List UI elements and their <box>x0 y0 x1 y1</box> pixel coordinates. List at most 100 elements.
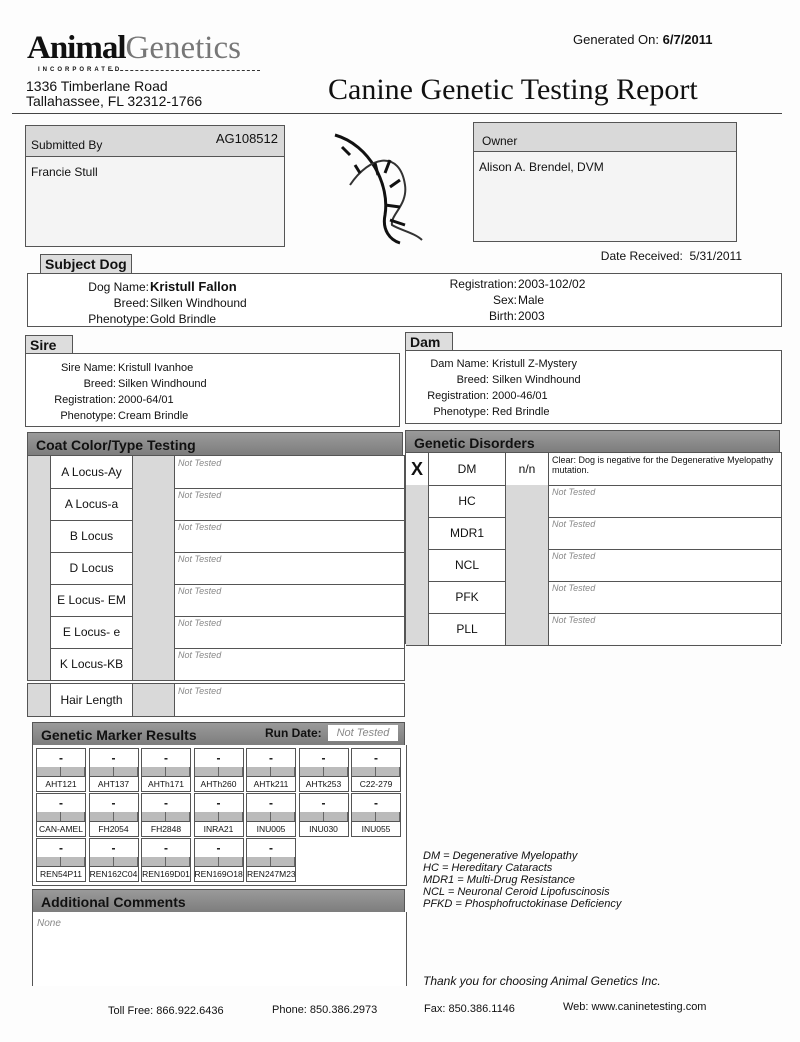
coat-test-row: E Locus- e Not Tested <box>28 616 404 649</box>
coat-test-row: K Locus-KB Not Tested <box>28 648 404 681</box>
disorder-row: MDR1 Not Tested <box>406 517 781 550</box>
marker-name: INU030 <box>299 821 348 836</box>
legend-item: MDR1 = Multi-Drug Resistance <box>423 874 575 886</box>
result-cell <box>133 456 175 488</box>
disorder-note: Clear: Dog is negative for the Degenerat… <box>552 455 774 475</box>
checkbox-cell <box>28 456 51 488</box>
coat-test-row: A Locus-a Not Tested <box>28 488 404 521</box>
marker-name: FH2848 <box>142 821 190 836</box>
marker-value: - <box>216 796 221 810</box>
disorder-note: Not Tested <box>552 615 596 625</box>
allele-bars <box>89 767 138 776</box>
submitted-by-label: Submitted By <box>31 138 103 152</box>
owner-name: Alison A. Brendel, DVM <box>479 160 604 174</box>
disorder-note: Not Tested <box>552 519 596 529</box>
allele-bars <box>37 857 85 866</box>
coat-test-row: B Locus Not Tested <box>28 520 404 553</box>
footer-tollfree: Toll Free: 866.922.6436 <box>108 1005 224 1017</box>
subject-right-values: 2003-102/02 Male 2003 <box>518 276 585 324</box>
marker-name: REN169D01 <box>142 866 190 881</box>
footer-phone: Phone: 850.386.2973 <box>272 1004 378 1016</box>
marker-name: REN169O18 <box>194 866 243 881</box>
subject-left-values: Kristull Fallon Silken Windhound Gold Brin… <box>150 279 247 327</box>
checkbox-cell <box>28 552 51 584</box>
disorder-row: PLL Not Tested <box>406 613 781 646</box>
marker-value: - <box>269 796 273 810</box>
test-note: Not Tested <box>178 458 222 468</box>
marker-value: - <box>164 841 168 855</box>
subject-right-labels: Registration: Sex: Birth: <box>449 277 517 323</box>
additional-comments-box: None <box>32 912 407 986</box>
coat-testing-table: A Locus-Ay Not Tested A Locus-a Not Test… <box>27 455 405 681</box>
allele-bars <box>37 767 85 776</box>
marker-cell: - AHTk253 <box>298 748 349 792</box>
legend-item: NCL = Neuronal Ceroid Lipofuscinosis <box>423 886 610 898</box>
disorder-row: X DM n/n Clear: Dog is negative for the … <box>406 453 781 486</box>
disorder-row: HC Not Tested <box>406 485 781 518</box>
dog-phenotype: Gold Brindle <box>150 312 217 326</box>
test-label: E Locus- EM <box>51 584 133 616</box>
sire-tab: Sire <box>25 335 73 355</box>
marker-value: - <box>111 751 116 765</box>
marker-value: - <box>59 796 63 810</box>
checkbox-cell <box>28 488 51 520</box>
disorder-result <box>506 613 549 645</box>
disorder-result: n/n <box>506 453 549 485</box>
marker-cell: - INU005 <box>246 793 296 837</box>
legend-item: PFKD = Phosphofructokinase Deficiency <box>423 898 622 910</box>
marker-value: - <box>374 796 378 810</box>
tested-mark <box>406 581 429 613</box>
dam-values: Kristull Z-Mystery Silken Windhound 2000-4… <box>492 358 581 418</box>
marker-name: INU005 <box>247 821 295 836</box>
checkbox-cell <box>28 520 51 552</box>
marker-cell: - AHT121 <box>36 748 86 792</box>
test-note: Not Tested <box>178 650 222 660</box>
dam-box: Dam Name: Breed: Registration: Phenotype: K… <box>405 350 782 424</box>
marker-cell: - CAN-AMEL <box>36 793 86 837</box>
address-line1: 1336 Timberlane Road <box>26 78 168 94</box>
disorder-result <box>506 485 549 517</box>
test-label: A Locus-a <box>51 488 133 520</box>
marker-cell: - INU055 <box>351 793 401 837</box>
disorder-label: MDR1 <box>429 517 506 549</box>
sire-values: Kristull Ivanhoe Silken Windhound 2000-64/… <box>118 362 207 422</box>
logo-rule <box>110 70 260 71</box>
result-cell <box>133 520 175 552</box>
marker-name: REN162C04 <box>89 866 138 881</box>
disorder-note: Not Tested <box>552 487 596 497</box>
disorder-result <box>506 549 549 581</box>
subject-dog-tab: Subject Dog <box>40 254 132 274</box>
marker-cell: - REN162C04 <box>88 838 139 882</box>
test-label: K Locus-KB <box>51 648 133 680</box>
marker-value: - <box>216 751 221 765</box>
disorder-label: DM <box>429 453 506 485</box>
coat-test-row: E Locus- EM Not Tested <box>28 584 404 617</box>
disorder-row: NCL Not Tested <box>406 549 781 582</box>
marker-value: - <box>374 751 378 765</box>
marker-name: REN247M23 <box>247 866 296 881</box>
submission-id: AG108512 <box>215 131 278 146</box>
result-cell <box>133 584 175 616</box>
marker-name: AHT137 <box>89 776 138 791</box>
marker-value: - <box>269 751 273 765</box>
disorder-label: NCL <box>429 549 506 581</box>
marker-cell: - AHTh171 <box>141 748 191 792</box>
dog-breed: Silken Windhound <box>150 296 247 310</box>
marker-cell: - FH2054 <box>88 793 139 837</box>
disorder-result <box>506 581 549 613</box>
footer-web[interactable]: Web: www.caninetesting.com <box>563 1001 707 1013</box>
disorder-result <box>506 517 549 549</box>
test-note: Not Tested <box>178 618 222 628</box>
allele-bars <box>352 767 400 776</box>
result-cell <box>133 488 175 520</box>
genetic-markers-grid: - AHT121 - AHT137 - AHTh171 - AHTh260 - AHTk211 - A… <box>32 745 407 886</box>
marker-name: REN54P11 <box>37 866 85 881</box>
subject-left-labels: Dog Name: Breed: Phenotype: <box>88 280 149 326</box>
tested-mark <box>406 549 429 581</box>
disorder-label: HC <box>429 485 506 517</box>
allele-bars <box>89 812 138 821</box>
run-date-value: Not Tested <box>328 725 398 741</box>
genetic-disorders-header: Genetic Disorders <box>405 430 780 453</box>
company-logo: AnimalGenetics <box>27 30 241 66</box>
